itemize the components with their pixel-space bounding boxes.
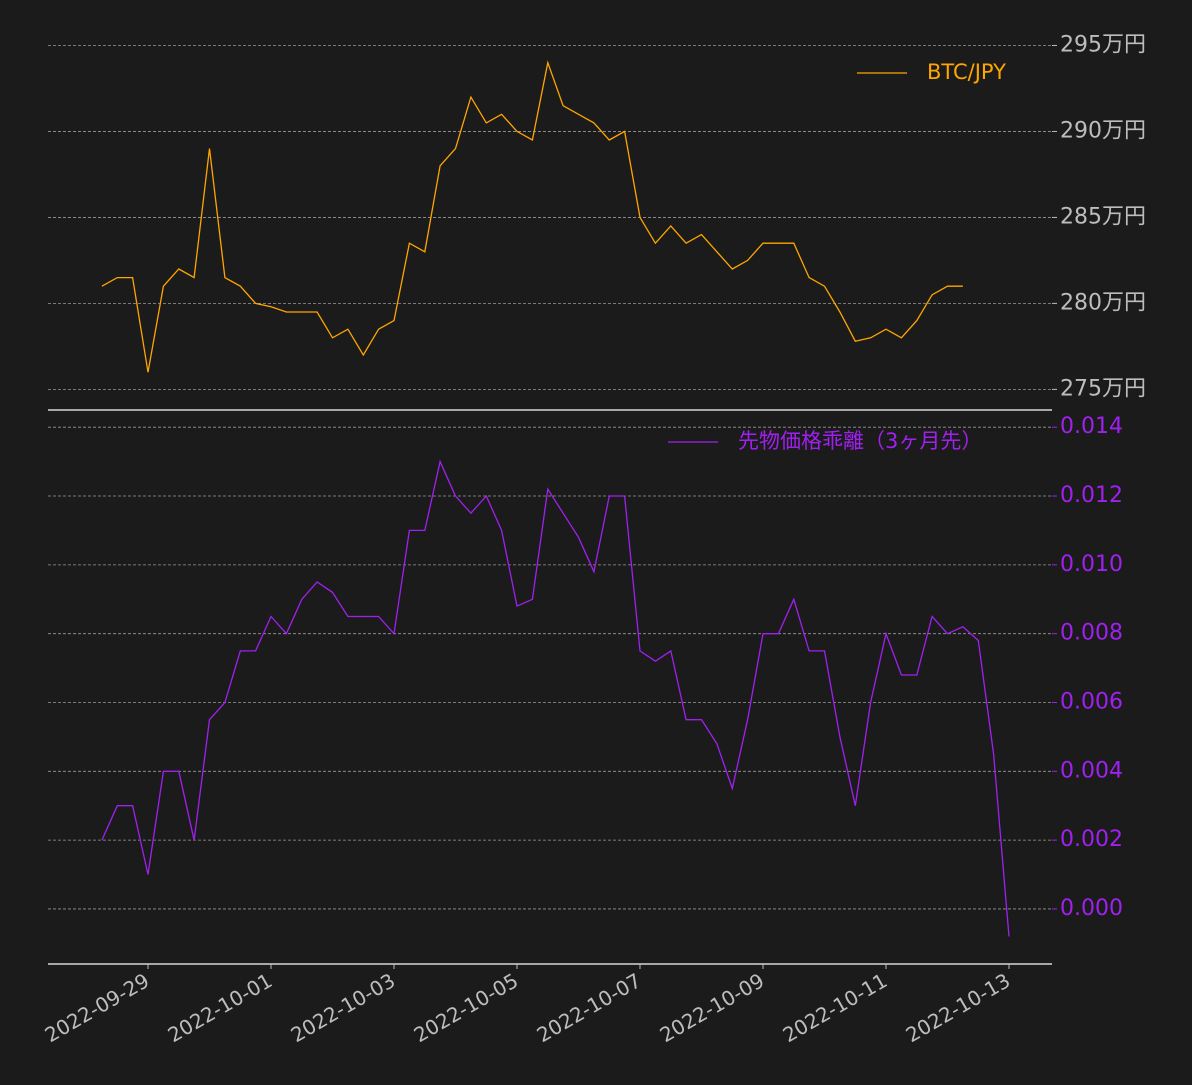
legend-label: BTC/JPY	[927, 60, 1006, 84]
y-tick-label: 285万円	[1060, 204, 1146, 229]
y-tick-label: 0.012	[1060, 483, 1123, 508]
y-tick-label: 295万円	[1060, 32, 1146, 57]
y-tick-label: 290万円	[1060, 118, 1146, 143]
legend-label: 先物価格乖離（3ヶ月先）	[738, 429, 982, 453]
y-tick-label: 275万円	[1060, 376, 1146, 401]
y-tick-label: 0.004	[1060, 758, 1123, 783]
y-tick-label: 0.010	[1060, 552, 1123, 577]
y-tick-label: 0.006	[1060, 689, 1123, 714]
data-line	[101, 459, 1010, 937]
y-tick-label: 0.014	[1060, 414, 1123, 439]
y-tick-label: 0.000	[1060, 896, 1123, 921]
y-tick-label: 0.002	[1060, 827, 1123, 852]
data-line	[101, 60, 963, 373]
y-tick-label: 280万円	[1060, 290, 1146, 315]
y-tick-label: 0.008	[1060, 621, 1123, 646]
